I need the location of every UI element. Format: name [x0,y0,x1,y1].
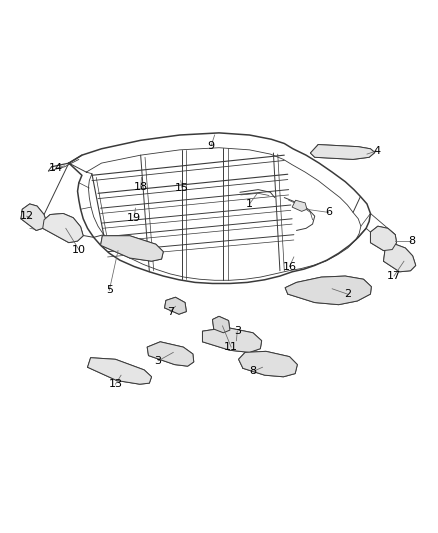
Text: 17: 17 [387,271,401,281]
Polygon shape [212,317,230,333]
Text: 14: 14 [49,164,63,173]
Text: 6: 6 [325,207,332,217]
Polygon shape [311,144,375,159]
Text: 16: 16 [283,262,297,271]
Polygon shape [21,204,47,230]
Text: 4: 4 [373,146,380,156]
Text: 15: 15 [175,183,189,193]
Polygon shape [285,276,371,305]
Text: 7: 7 [167,306,174,317]
Polygon shape [384,244,416,272]
Polygon shape [165,297,186,314]
Text: 12: 12 [20,211,34,221]
Text: 3: 3 [234,326,241,336]
Text: 2: 2 [344,289,351,299]
Text: 9: 9 [208,141,215,151]
Polygon shape [101,236,163,261]
Text: 8: 8 [408,236,415,246]
Text: 13: 13 [109,379,122,389]
Text: 3: 3 [155,356,162,366]
Text: 11: 11 [224,342,238,352]
Text: 1: 1 [246,199,253,209]
Polygon shape [371,226,396,251]
Polygon shape [292,200,307,212]
Polygon shape [239,351,297,377]
Text: 18: 18 [134,182,148,192]
Text: 5: 5 [106,285,113,295]
Text: 10: 10 [72,245,86,255]
Text: 8: 8 [249,367,257,376]
Polygon shape [202,327,261,352]
Polygon shape [43,214,83,243]
Text: 19: 19 [127,213,141,223]
Polygon shape [147,342,194,366]
Polygon shape [88,358,152,384]
